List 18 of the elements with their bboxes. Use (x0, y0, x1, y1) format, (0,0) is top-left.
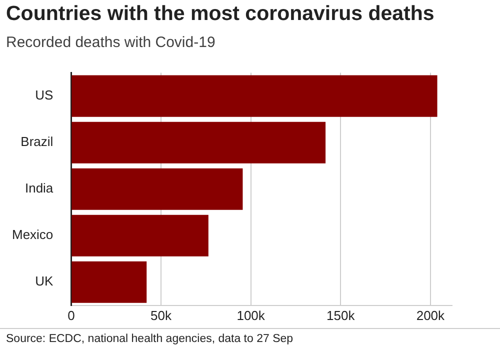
y-tick-label: US (35, 88, 54, 103)
y-tick-label: UK (35, 274, 54, 289)
x-tick-label: 200k (416, 308, 446, 323)
y-tick-label: India (24, 180, 54, 196)
x-tick-label: 50k (150, 308, 172, 323)
chart-title: Countries with the most coronavirus deaths (6, 2, 434, 26)
source-note: Source: ECDC, national health agencies, data to 27 Sep (6, 333, 294, 345)
x-tick-label: 150k (326, 308, 356, 323)
chart-subtitle: Recorded deaths with Covid-19 (6, 34, 216, 51)
y-tick-label: Brazil (20, 134, 54, 150)
bar (72, 261, 147, 303)
y-tick-label: Mexico (12, 227, 54, 242)
bar (72, 122, 326, 164)
x-tick-label: 100k (236, 308, 266, 323)
bar (72, 214, 208, 256)
bar (72, 168, 243, 210)
x-tick-label: 0 (68, 308, 75, 323)
bar (72, 75, 438, 117)
